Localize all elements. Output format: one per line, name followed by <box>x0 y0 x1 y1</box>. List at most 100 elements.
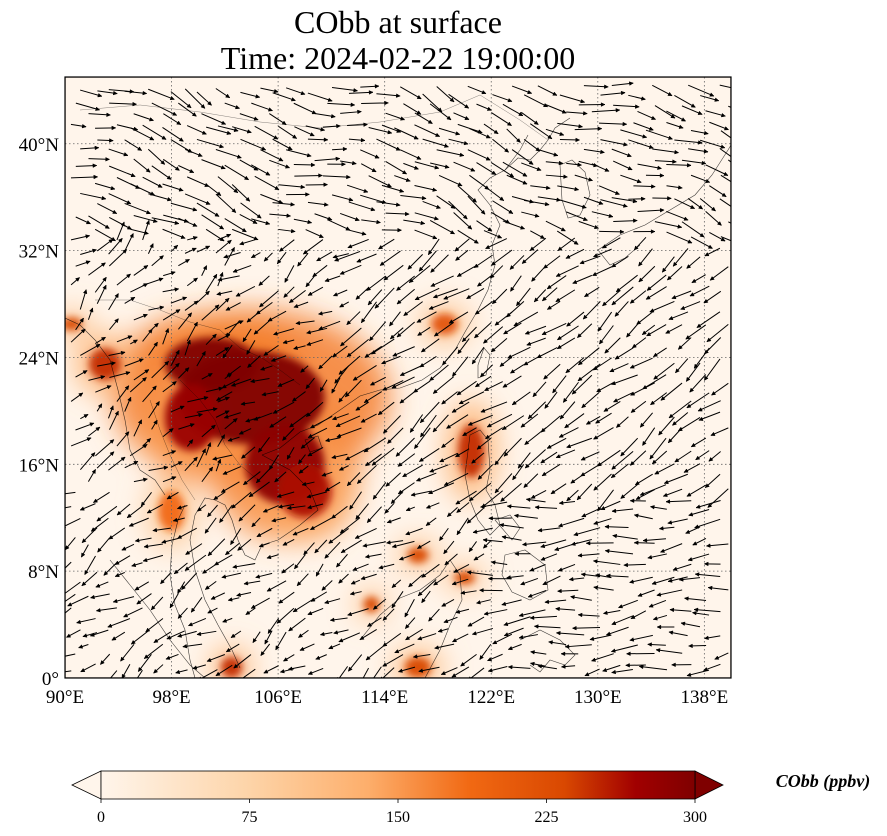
wind-arrow-831 <box>366 275 387 291</box>
wind-arrow-1143 <box>666 122 684 129</box>
wind-arrow-1003 <box>142 176 163 188</box>
wind-arrow-729 <box>524 325 547 335</box>
wind-arrow-798 <box>432 288 458 299</box>
wind-arrow-51 <box>315 654 327 660</box>
wind-arrow-45 <box>206 654 225 662</box>
wind-arrow-1118 <box>217 125 239 133</box>
wind-arrow-1155 <box>224 102 241 110</box>
wind-arrow-1093 <box>436 149 465 157</box>
wind-arrow-208 <box>466 570 493 576</box>
wind-arrow-731 <box>556 325 579 341</box>
lon-tick-label-0: 90°E <box>46 687 84 708</box>
wind-arrow-819 <box>163 271 176 277</box>
wind-arrow-644 <box>334 365 350 384</box>
wind-arrow-1192 <box>215 88 231 99</box>
wind-arrow-1121 <box>278 125 298 139</box>
wind-arrow-1217 <box>674 95 696 108</box>
wind-arrow-639 <box>247 355 261 368</box>
wind-arrow-710 <box>201 304 220 321</box>
wind-arrow-1137 <box>557 122 584 129</box>
wind-arrow-1157 <box>251 102 274 112</box>
wind-arrow-637 <box>215 347 230 356</box>
wind-arrow-368 <box>688 508 710 517</box>
wind-arrow-937 <box>293 218 313 225</box>
wind-arrow-25 <box>507 664 531 670</box>
wind-arrow-837 <box>476 275 492 287</box>
wind-arrow-130 <box>404 617 416 629</box>
wind-arrow-573 <box>377 401 395 416</box>
wind-arrow-893 <box>162 228 186 239</box>
wind-arrow-815 <box>88 262 106 276</box>
wind-arrow-623 <box>610 374 638 386</box>
wind-arrow-186 <box>81 571 98 587</box>
wind-arrow-354 <box>446 507 458 517</box>
wind-arrow-817 <box>133 265 149 276</box>
wind-arrow-412 <box>170 461 183 468</box>
wind-arrow-189 <box>134 581 150 591</box>
wind-arrow-561 <box>187 395 209 403</box>
wind-arrow-375 <box>162 476 177 483</box>
wind-arrow-935 <box>251 218 271 226</box>
wind-arrow-655 <box>523 356 539 366</box>
wind-arrow-702 <box>704 337 722 355</box>
wind-arrow-59 <box>460 653 477 667</box>
wind-arrow-1187 <box>124 90 148 96</box>
wind-arrow-1114 <box>142 124 167 140</box>
wind-arrow-239 <box>364 553 382 559</box>
wind-arrow-688 <box>457 338 470 355</box>
wind-arrow-843 <box>572 274 593 284</box>
wind-arrow-919 <box>633 229 656 234</box>
wind-arrow-350 <box>366 506 382 524</box>
wind-arrow-960 <box>705 210 722 226</box>
wind-arrow-861 <box>250 252 261 259</box>
wind-arrow-1006 <box>205 183 222 196</box>
wind-arrow-719 <box>340 327 362 347</box>
wind-arrow-1032 <box>666 185 683 190</box>
wind-arrow-457 <box>298 454 306 465</box>
wind-arrow-243 <box>444 553 458 566</box>
wind-arrow-881 <box>592 248 612 258</box>
wind-arrow-181 <box>648 599 667 608</box>
wind-arrow-428 <box>429 464 449 473</box>
wind-arrow-648 <box>399 364 423 376</box>
wind-arrow-121 <box>245 607 256 616</box>
wind-arrow-497 <box>336 427 362 438</box>
wind-arrow-972 <box>260 193 284 204</box>
wind-arrow-1181 <box>681 105 703 115</box>
wind-arrow-793 <box>355 287 369 300</box>
wind-arrow-256 <box>672 563 692 571</box>
wind-arrow-1173 <box>545 104 567 114</box>
wind-arrow-493 <box>282 428 295 441</box>
wind-arrow-1053 <box>385 160 408 175</box>
wind-arrow-1052 <box>360 163 377 173</box>
wind-arrow-425 <box>385 472 401 487</box>
wind-arrow-917 <box>599 229 625 235</box>
wind-arrow-105 <box>605 626 629 636</box>
wind-arrow-975 <box>307 201 329 207</box>
wind-arrow-962 <box>80 192 107 201</box>
wind-arrow-220 <box>678 577 701 582</box>
wind-arrow-833 <box>396 275 416 291</box>
wind-arrow-684 <box>370 338 395 355</box>
wind-arrow-781 <box>142 277 164 286</box>
wind-arrow-238 <box>352 563 369 571</box>
wind-arrow-1141 <box>633 122 654 131</box>
wind-arrow-979 <box>376 201 401 207</box>
wind-arrow-58 <box>434 643 455 650</box>
wind-arrow-405 <box>686 484 707 497</box>
wind-arrow-880 <box>579 255 601 265</box>
wind-arrow-205 <box>417 579 437 597</box>
wind-arrow-380 <box>231 491 252 509</box>
wind-arrow-1026 <box>557 185 580 192</box>
wind-arrow-665 <box>703 358 721 381</box>
wind-arrow-157 <box>227 597 240 602</box>
wind-arrow-617 <box>502 375 522 388</box>
wind-arrow-1000 <box>94 182 116 191</box>
wind-arrow-406 <box>707 488 729 508</box>
wind-arrow-836 <box>456 265 477 277</box>
wind-arrow-359 <box>525 497 546 503</box>
wind-arrow-276 <box>362 541 386 548</box>
wind-arrow-933 <box>224 218 247 233</box>
wind-arrow-221 <box>694 572 721 577</box>
wind-arrow-505 <box>484 427 503 440</box>
